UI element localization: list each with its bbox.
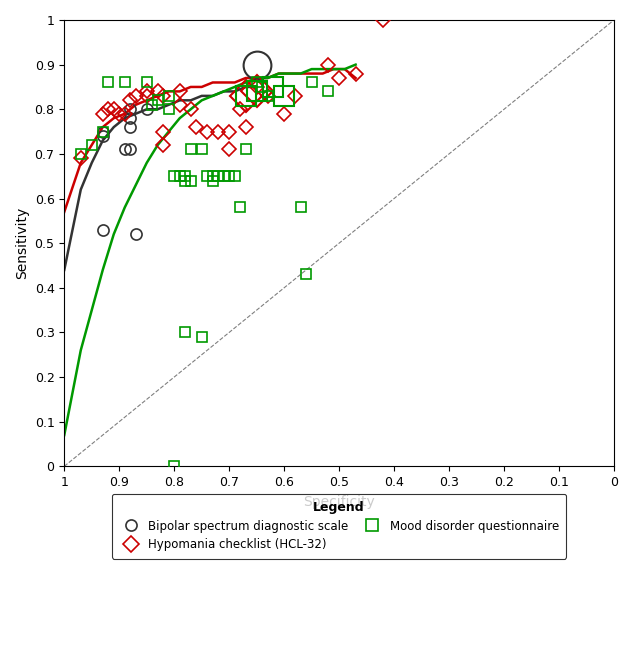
Y-axis label: Sensitivity: Sensitivity [15, 207, 29, 279]
Legend: Bipolar spectrum diagnostic scale, Hypomania checklist (HCL-32), Mood disorder q: Bipolar spectrum diagnostic scale, Hypom… [112, 494, 567, 559]
X-axis label: Specificity: Specificity [303, 494, 375, 508]
